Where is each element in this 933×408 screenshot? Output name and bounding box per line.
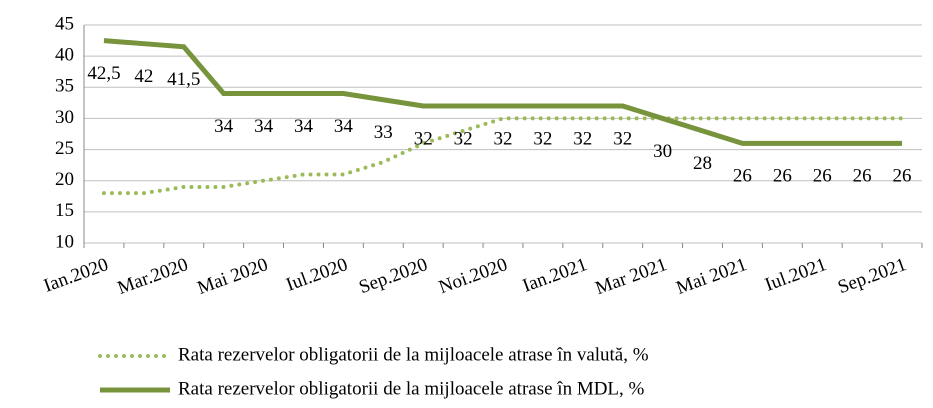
data-label: 32 bbox=[414, 128, 433, 149]
x-tick-label: Mar.2020 bbox=[115, 254, 191, 299]
x-tick-label: Sep.2020 bbox=[356, 254, 430, 298]
data-label: 26 bbox=[733, 166, 752, 187]
data-label: 42 bbox=[134, 66, 153, 87]
y-tick-label: 10 bbox=[55, 231, 74, 252]
data-label: 41,5 bbox=[167, 69, 200, 90]
x-tick-label: Ian.2020 bbox=[41, 254, 111, 297]
data-label: 26 bbox=[853, 166, 872, 187]
y-tick-label: 30 bbox=[55, 107, 74, 128]
data-label: 30 bbox=[653, 141, 672, 162]
x-tick-label: Mai 2020 bbox=[195, 254, 271, 299]
data-label: 26 bbox=[813, 166, 832, 187]
data-label: 34 bbox=[254, 116, 274, 137]
data-label: 28 bbox=[693, 153, 712, 174]
x-tick-label: Mar 2021 bbox=[593, 254, 670, 299]
y-tick-label: 35 bbox=[55, 76, 74, 97]
y-tick-label: 25 bbox=[55, 138, 74, 159]
x-tick-label: Iul.2020 bbox=[283, 254, 350, 296]
data-label: 34 bbox=[334, 116, 354, 137]
x-tick-label: Mai 2021 bbox=[674, 254, 750, 299]
data-label: 32 bbox=[613, 128, 632, 149]
data-label: 32 bbox=[454, 128, 473, 149]
y-tick-label: 45 bbox=[55, 13, 74, 34]
data-label: 26 bbox=[893, 166, 912, 187]
x-tick-label: Noi.2020 bbox=[436, 254, 510, 298]
legend-label: Rata rezervelor obligatorii de la mijloa… bbox=[178, 378, 645, 399]
y-tick-label: 40 bbox=[55, 45, 74, 66]
y-tick-label: 20 bbox=[55, 169, 74, 190]
legend-label: Rata rezervelor obligatorii de la mijloa… bbox=[178, 344, 649, 365]
y-tick-label: 15 bbox=[55, 200, 74, 221]
data-label: 34 bbox=[214, 116, 234, 137]
data-label: 33 bbox=[374, 122, 393, 143]
data-label: 32 bbox=[533, 128, 552, 149]
line-series bbox=[103, 38, 903, 146]
x-tick-label: Iul.2021 bbox=[762, 254, 829, 296]
data-label: 42,5 bbox=[87, 63, 120, 84]
x-tick-label: Sep.2021 bbox=[835, 254, 909, 298]
data-label: 34 bbox=[294, 116, 314, 137]
data-label: 32 bbox=[573, 128, 592, 149]
data-label: 32 bbox=[494, 128, 513, 149]
data-label: 26 bbox=[773, 166, 792, 187]
x-tick-label: Ian.2021 bbox=[520, 254, 590, 297]
